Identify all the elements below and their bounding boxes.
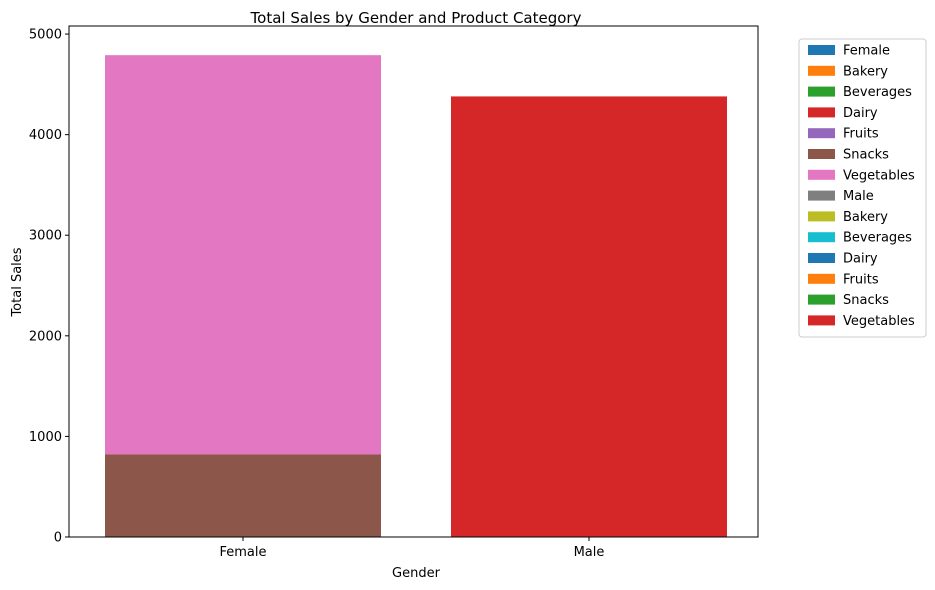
legend-label: Male <box>843 189 874 204</box>
legend-label: Snacks <box>843 293 889 308</box>
y-tick-label: 2000 <box>29 329 62 344</box>
y-tick-label: 1000 <box>29 430 62 445</box>
legend-label: Vegetables <box>843 314 915 329</box>
legend-label: Dairy <box>843 106 878 121</box>
legend-swatch <box>808 65 835 76</box>
legend-swatch <box>808 315 835 326</box>
plot-frame <box>68 25 759 538</box>
y-axis-label: Total Sales <box>10 247 25 317</box>
x-axis-label: Gender <box>392 566 441 581</box>
legend-label: Female <box>843 44 890 59</box>
x-tick-label: Male <box>574 545 605 560</box>
legend-swatch <box>808 169 835 180</box>
legend-label: Dairy <box>843 252 878 267</box>
legend-swatch <box>808 232 835 243</box>
x-tick-label: Female <box>219 545 266 560</box>
legend-swatch <box>808 190 835 201</box>
legend-label: Vegetables <box>843 168 915 183</box>
legend-swatch <box>808 128 835 139</box>
legend-swatch <box>808 253 835 263</box>
y-axis: 0 1000 2000 3000 4000 5000 <box>29 28 69 546</box>
legend-swatch <box>808 294 835 305</box>
bars <box>105 55 727 537</box>
bar-female-vegetables-6 <box>105 55 381 455</box>
legend-label: Snacks <box>843 148 889 163</box>
legend-swatch <box>808 45 835 55</box>
legend-label: Beverages <box>843 85 912 100</box>
legend-swatch <box>808 86 835 97</box>
legend-swatch <box>808 211 835 222</box>
y-tick-label: 3000 <box>29 229 62 244</box>
legend-swatch <box>808 107 835 118</box>
x-axis: Female Male <box>219 537 604 560</box>
legend: Female Bakery Beverages Dairy Fruits Snacks Ve… <box>798 38 927 338</box>
y-tick-label: 0 <box>54 531 62 546</box>
bar-male-vegetables-13 <box>451 96 727 537</box>
y-tick-label: 5000 <box>29 28 62 43</box>
legend-label: Bakery <box>843 210 888 225</box>
legend-swatch <box>808 273 835 284</box>
legend-label: Fruits <box>843 272 879 287</box>
legend-swatch <box>808 149 835 159</box>
legend-label: Bakery <box>843 64 888 79</box>
y-tick-label: 4000 <box>29 128 62 143</box>
bar-female-snacks-5 <box>105 454 381 537</box>
chart-title: Total Sales by Gender and Product Catego… <box>250 9 582 27</box>
legend-label: Fruits <box>843 127 879 142</box>
legend-label: Beverages <box>843 231 912 246</box>
